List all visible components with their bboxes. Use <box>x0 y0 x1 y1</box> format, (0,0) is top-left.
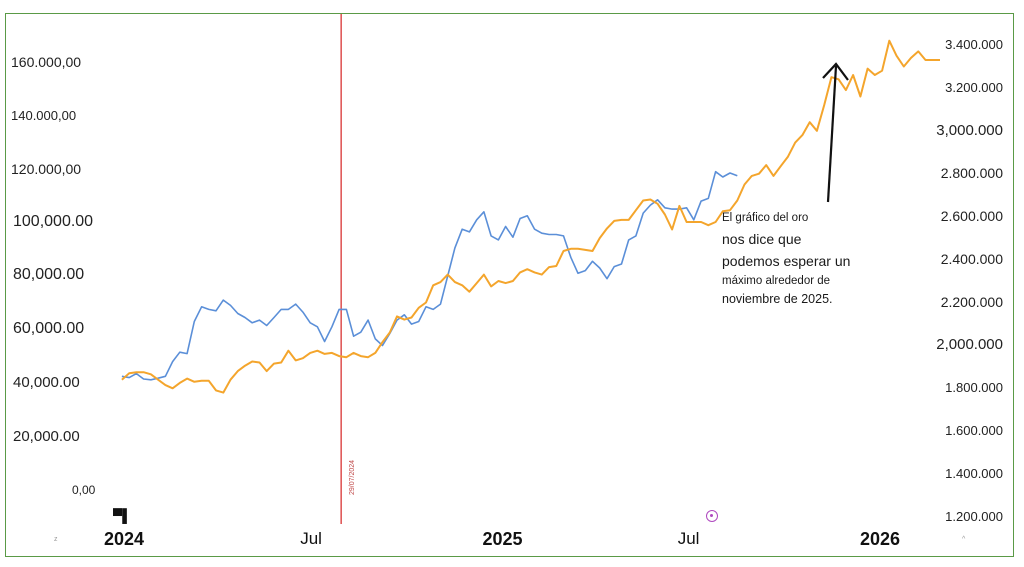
annotation-line-3: podemos esperar un <box>722 253 851 269</box>
annotation-arrow <box>822 62 849 203</box>
left-tick-label: 120.000,00 <box>11 160 82 177</box>
right-tick-label: 2.200.000 <box>940 294 1003 311</box>
target-pin-icon[interactable] <box>706 510 718 522</box>
right-tick-label: 2,000.000 <box>936 336 1003 354</box>
x-tick-label: 2025 <box>482 529 523 549</box>
right-tick-label: 1.400.000 <box>945 466 1003 482</box>
left-tick-label: 140.000,00 <box>11 107 77 123</box>
right-tick-label: 1.200.000 <box>945 509 1003 525</box>
annotation-text: El gráfico del oro nos dice que podemos … <box>722 212 912 306</box>
chart-frame <box>5 13 1014 557</box>
annotation-line-5: noviembre de 2025. <box>722 292 833 306</box>
left-tick-label: 60,000.00 <box>13 319 85 337</box>
scroll-right-icon[interactable]: ^ <box>962 536 966 543</box>
right-tick-label: 1.600.000 <box>945 423 1003 439</box>
left-tick-label: 100,000.00 <box>13 212 94 230</box>
right-tick-label: 3.400.000 <box>945 37 1003 53</box>
x-tick-label: 2026 <box>860 529 901 549</box>
series-line-1 <box>121 39 940 394</box>
left-tick-label: 0,00 <box>72 482 96 497</box>
right-tick-label: 3.200.000 <box>945 80 1003 96</box>
tradingview-logo-icon: ▀▌ <box>113 508 132 523</box>
annotation-line-4: máximo alrededor de <box>722 275 831 287</box>
x-tick-label: Jul <box>677 529 700 548</box>
annotation-line-2: nos dice que <box>722 231 802 247</box>
left-tick-label: 160.000,00 <box>11 53 82 70</box>
right-tick-label: 2.800.000 <box>940 165 1003 182</box>
series-line-0 <box>121 170 738 381</box>
top-strip <box>0 0 1024 12</box>
left-tick-label: 80,000.00 <box>13 266 85 284</box>
left-tick-label: 40,000.00 <box>13 374 80 391</box>
marker-date-label: 29/07/2024 <box>349 459 356 495</box>
right-tick-label: 2.400.000 <box>940 251 1003 268</box>
right-tick-label: 3,000.000 <box>936 121 1003 139</box>
right-tick-label: 2.600.000 <box>940 208 1003 225</box>
left-tick-label: 20,000.00 <box>13 427 80 445</box>
scroll-left-icon[interactable]: z <box>54 536 58 543</box>
x-tick-label: 2024 <box>104 529 145 549</box>
x-tick-label: Jul <box>300 529 322 548</box>
right-tick-label: 1.800.000 <box>945 380 1003 396</box>
annotation-line-1: El gráfico del oro <box>722 212 809 224</box>
